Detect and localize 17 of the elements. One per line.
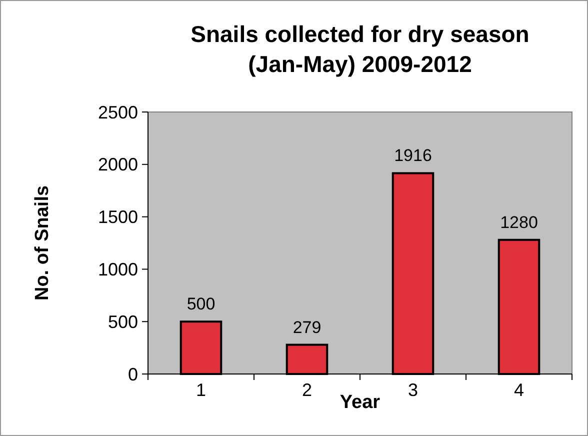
chart-title: Snails collected for dry season (Jan-May) 2009-2012 <box>190 21 530 77</box>
y-tick-label: 500 <box>108 312 138 332</box>
x-tick-label: 2 <box>302 380 312 400</box>
y-tick-label: 0 <box>128 364 138 384</box>
y-tick-label: 1000 <box>98 260 138 280</box>
data-label: 1916 <box>394 146 432 166</box>
y-tick-label: 2000 <box>98 154 138 175</box>
y-axis-title: No. of Snails <box>32 185 53 301</box>
x-tick-label: 1 <box>196 380 206 400</box>
data-label: 1280 <box>500 212 538 232</box>
x-tick-label: 3 <box>408 380 418 400</box>
y-tick-label: 2500 <box>98 102 138 122</box>
x-axis-title: Year <box>340 392 381 413</box>
data-label: 279 <box>292 318 322 337</box>
x-tick-label: 4 <box>514 380 524 400</box>
y-tick-label: 1500 <box>98 207 138 228</box>
data-label: 500 <box>186 294 216 314</box>
